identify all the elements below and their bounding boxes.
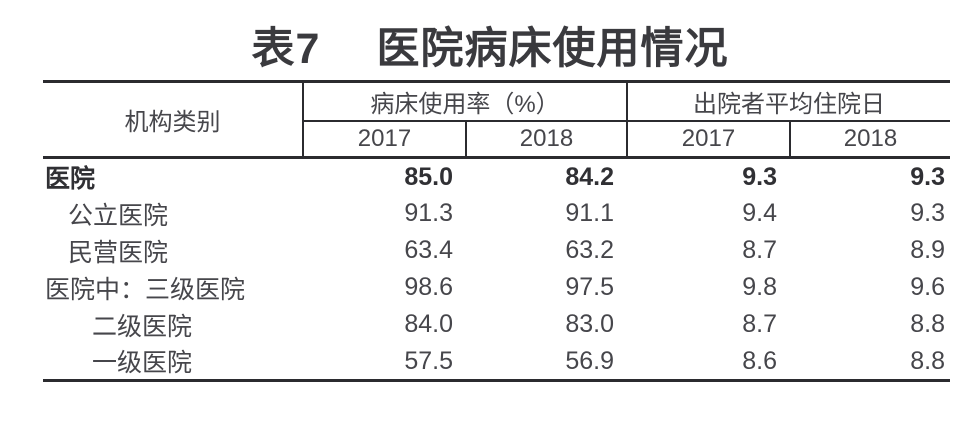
cell-value: 9.3 xyxy=(910,162,945,191)
cell-value: 63.2 xyxy=(565,236,614,264)
table-row: 公立医院 91.3 91.1 9.4 9.3 xyxy=(43,195,950,232)
table-body: 医院 85.0 84.2 9.3 9.3 公立医院 91.3 91.1 9.4 9.3 民营医院 63… xyxy=(43,158,950,382)
cell-value: 8.7 xyxy=(742,236,777,264)
cell-value: 9.8 xyxy=(742,273,777,301)
cell-value: 9.3 xyxy=(742,162,777,191)
table-row: 民营医院 63.4 63.2 8.7 8.9 xyxy=(43,232,950,269)
statistics-table: 机构类别 病床使用率（%） 出院者平均住院日 2017 2018 2017 20… xyxy=(43,80,950,382)
cell-value: 8.7 xyxy=(742,310,777,338)
cell-value: 8.8 xyxy=(910,310,945,338)
table-row: 二级医院 84.0 83.0 8.7 8.8 xyxy=(43,306,950,343)
table-title-text: 医院病床使用情况 xyxy=(376,24,729,73)
cell-value: 97.5 xyxy=(565,273,614,301)
table-title-number: 表7 xyxy=(251,24,321,73)
cell-value: 91.3 xyxy=(404,199,453,227)
cell-value: 83.0 xyxy=(565,310,614,338)
cell-value: 9.6 xyxy=(910,273,945,301)
cell-value: 8.9 xyxy=(910,236,945,264)
row-label: 二级医院 xyxy=(92,312,193,341)
row-label: 公立医院 xyxy=(68,201,169,230)
table-title: 表7 医院病床使用情况 xyxy=(0,0,980,77)
cell-value: 8.8 xyxy=(790,343,950,382)
row-label: 民营医院 xyxy=(68,238,169,267)
header-group-bed-utilization: 病床使用率（%） xyxy=(303,81,628,122)
table-row: 一级医院 57.5 56.9 8.6 8.8 xyxy=(43,343,950,382)
cell-value: 84.2 xyxy=(565,162,614,191)
row-label: 医院中：三级医院 xyxy=(45,275,246,304)
header-group-avg-stay: 出院者平均住院日 xyxy=(627,81,950,122)
cell-value: 57.5 xyxy=(303,343,466,382)
header-institution-type: 机构类别 xyxy=(43,81,304,159)
cell-value: 98.6 xyxy=(404,273,453,301)
cell-value: 9.3 xyxy=(910,199,945,227)
row-label: 一级医院 xyxy=(43,343,303,382)
table-row: 医院 85.0 84.2 9.3 9.3 xyxy=(43,158,950,196)
cell-value: 63.4 xyxy=(404,236,453,264)
cell-value: 91.1 xyxy=(565,199,614,227)
header-bed-2017: 2017 xyxy=(303,120,467,159)
cell-value: 8.6 xyxy=(627,343,790,382)
header-stay-2018: 2018 xyxy=(790,120,950,159)
header-bed-2018: 2018 xyxy=(466,120,628,159)
cell-value: 85.0 xyxy=(404,162,453,191)
header-stay-2017: 2017 xyxy=(627,120,791,159)
row-label: 医院 xyxy=(45,165,96,193)
table-row: 医院中：三级医院 98.6 97.5 9.8 9.6 xyxy=(43,269,950,306)
cell-value: 9.4 xyxy=(742,199,777,227)
cell-value: 56.9 xyxy=(466,343,627,382)
cell-value: 84.0 xyxy=(404,310,453,338)
table-header: 机构类别 病床使用率（%） 出院者平均住院日 2017 2018 2017 20… xyxy=(43,81,950,159)
